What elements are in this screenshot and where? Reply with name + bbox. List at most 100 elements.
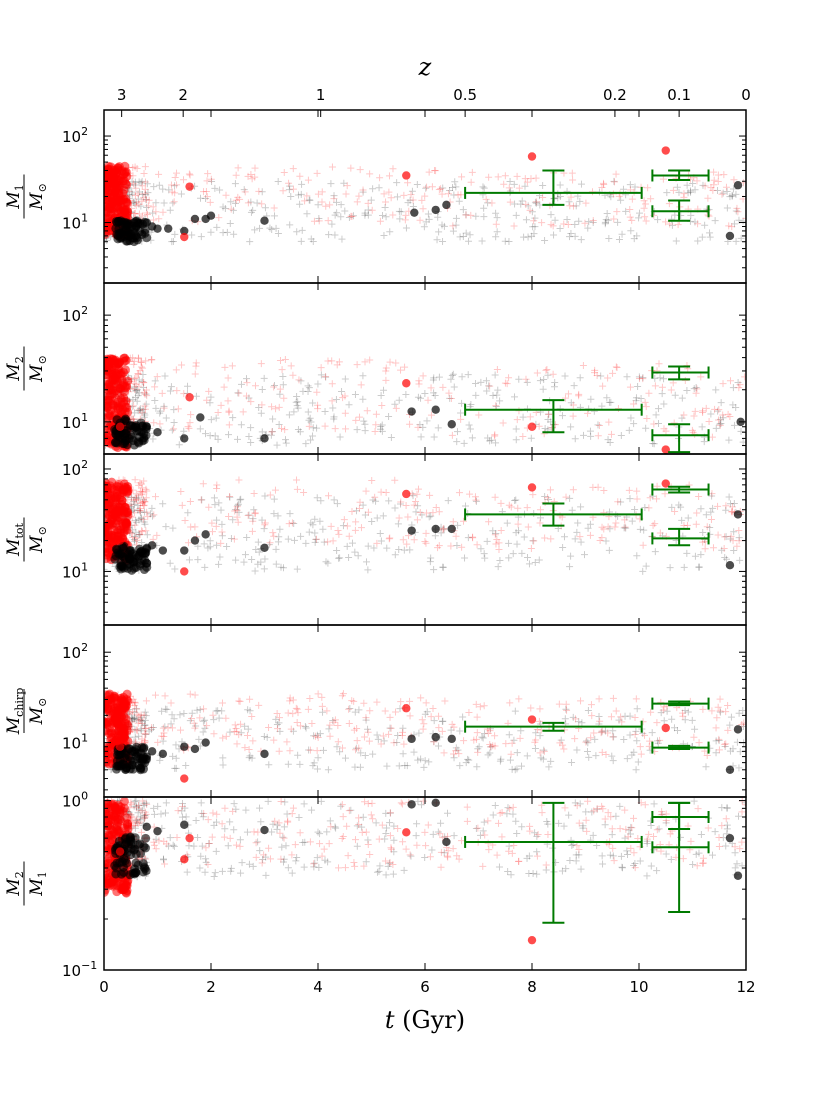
cross-mark bbox=[547, 757, 555, 765]
cross-mark bbox=[147, 725, 155, 733]
cross-mark bbox=[132, 804, 140, 812]
cross-mark bbox=[313, 388, 321, 396]
cross-mark bbox=[526, 827, 534, 835]
cross-mark bbox=[342, 425, 350, 433]
cross-mark bbox=[372, 497, 380, 505]
cross-mark bbox=[544, 494, 552, 502]
cross-mark bbox=[362, 716, 370, 724]
cross-mark bbox=[396, 215, 404, 223]
cross-mark bbox=[339, 832, 347, 840]
cross-mark bbox=[421, 828, 429, 836]
cross-mark bbox=[188, 709, 196, 717]
cross-mark bbox=[297, 377, 305, 385]
black-point bbox=[153, 826, 162, 836]
cross-mark bbox=[131, 409, 139, 417]
cross-mark bbox=[489, 391, 497, 399]
black-point bbox=[442, 837, 451, 847]
cross-mark bbox=[393, 738, 401, 746]
cross-mark bbox=[377, 392, 385, 400]
cross-mark bbox=[289, 371, 297, 379]
cross-mark bbox=[568, 169, 576, 177]
cross-mark bbox=[714, 531, 722, 539]
cross-mark bbox=[492, 529, 500, 537]
cross-mark bbox=[144, 189, 152, 197]
cross-mark bbox=[562, 705, 570, 713]
cross-mark bbox=[684, 708, 692, 716]
cross-mark bbox=[283, 738, 291, 746]
cross-mark bbox=[141, 520, 149, 528]
cross-mark bbox=[532, 736, 540, 744]
early-point bbox=[120, 415, 130, 425]
cross-mark bbox=[141, 721, 149, 729]
cross-mark bbox=[236, 842, 244, 850]
cross-mark bbox=[681, 707, 689, 715]
cross-mark bbox=[302, 539, 310, 547]
cross-mark bbox=[337, 201, 345, 209]
cross-mark bbox=[331, 716, 339, 724]
cross-mark bbox=[594, 483, 602, 491]
cross-mark bbox=[306, 196, 314, 204]
cross-mark bbox=[395, 762, 403, 770]
cross-mark bbox=[169, 841, 177, 849]
cross-mark bbox=[131, 163, 139, 171]
cross-mark bbox=[732, 237, 740, 245]
cross-mark bbox=[166, 834, 174, 842]
cross-mark bbox=[473, 729, 481, 737]
cross-mark bbox=[152, 208, 160, 216]
green-errorbar bbox=[464, 801, 643, 924]
cross-mark bbox=[129, 354, 137, 362]
cross-mark bbox=[571, 799, 579, 807]
cross-mark bbox=[487, 743, 495, 751]
cross-mark bbox=[136, 479, 144, 487]
cross-mark bbox=[472, 824, 480, 832]
cross-mark bbox=[232, 171, 240, 179]
cross-mark bbox=[667, 856, 675, 864]
cross-mark bbox=[708, 492, 716, 500]
cross-mark bbox=[607, 430, 615, 438]
cross-mark bbox=[203, 177, 211, 185]
cross-mark bbox=[145, 727, 153, 735]
cross-mark bbox=[461, 502, 469, 510]
cross-mark bbox=[138, 377, 146, 385]
cross-mark bbox=[170, 198, 178, 206]
cross-mark bbox=[142, 390, 150, 398]
cross-mark bbox=[127, 494, 135, 502]
cross-mark bbox=[293, 476, 301, 484]
cross-mark bbox=[739, 707, 746, 715]
cross-mark bbox=[142, 730, 150, 738]
cross-mark bbox=[414, 797, 422, 805]
cross-mark bbox=[567, 193, 575, 201]
cross-mark bbox=[140, 814, 148, 822]
cross-mark bbox=[535, 422, 543, 430]
cross-mark bbox=[531, 738, 539, 746]
cross-mark bbox=[174, 405, 182, 413]
cross-mark bbox=[536, 732, 544, 740]
cross-mark bbox=[623, 755, 631, 763]
cross-mark bbox=[735, 534, 743, 542]
cross-mark bbox=[580, 551, 588, 559]
cross-mark bbox=[170, 715, 178, 723]
cross-mark bbox=[641, 213, 649, 221]
cross-mark bbox=[533, 198, 541, 206]
cross-mark bbox=[419, 725, 427, 733]
cross-mark bbox=[133, 715, 141, 723]
cross-mark bbox=[526, 822, 534, 830]
cross-mark bbox=[140, 501, 148, 509]
cross-mark bbox=[135, 481, 143, 489]
cross-mark bbox=[135, 712, 143, 720]
cross-mark bbox=[525, 869, 533, 877]
cross-mark bbox=[737, 234, 745, 242]
cross-mark bbox=[497, 499, 505, 507]
cross-mark bbox=[333, 209, 341, 217]
cross-mark bbox=[473, 763, 481, 771]
cross-mark bbox=[618, 718, 626, 726]
cross-mark bbox=[544, 371, 552, 379]
cross-mark bbox=[233, 503, 241, 511]
cross-mark bbox=[397, 698, 405, 706]
cross-mark bbox=[279, 372, 287, 380]
cross-mark bbox=[720, 171, 728, 179]
cross-mark bbox=[625, 486, 633, 494]
cross-mark bbox=[202, 844, 210, 852]
cross-mark bbox=[420, 223, 428, 231]
cross-mark bbox=[136, 407, 144, 415]
